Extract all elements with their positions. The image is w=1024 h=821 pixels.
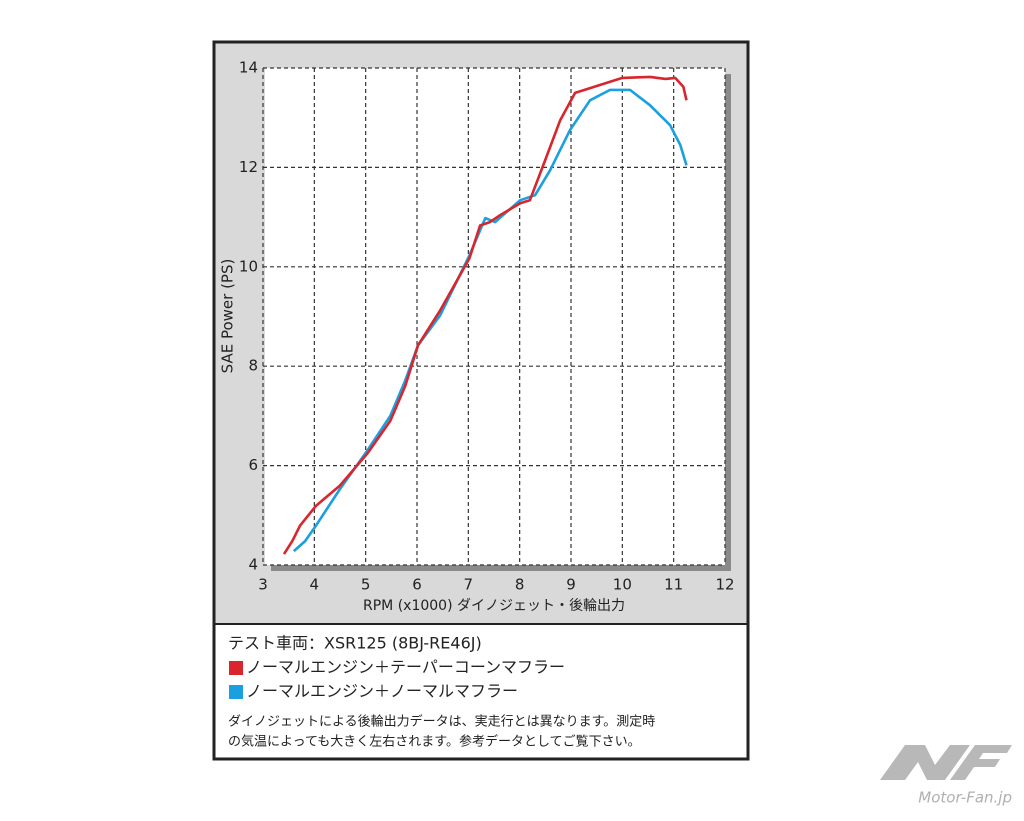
y-axis-label: SAE Power (PS) [219, 259, 237, 374]
x-tick-label: 10 [613, 576, 632, 594]
plot-shadow [271, 565, 731, 571]
note: の気温によっても大きく左右されます。参考データとしてご覧下さい。 [228, 734, 641, 750]
x-tick-label: 8 [515, 576, 525, 594]
y-tick-label: 12 [239, 158, 258, 176]
y-tick-label: 6 [248, 456, 258, 474]
x-axis-label: RPM (x1000) ダイノジェット・後輪出力 [363, 597, 625, 614]
x-tick-label: 11 [664, 576, 683, 594]
y-tick-label: 10 [239, 257, 258, 275]
x-tick-label: 6 [412, 576, 422, 594]
note: ダイノジェットによる後輪出力データは、実走行とは異なります。測定時 [228, 714, 655, 730]
legend-label: ノーマルエンジン＋テーパーコーンマフラー [246, 658, 565, 677]
series-line [282, 75, 688, 555]
legend-title: テスト車両：XSR125 (8BJ-RE46J) [228, 634, 482, 653]
x-tick-label: 3 [258, 576, 268, 594]
y-tick-label: 4 [248, 556, 258, 574]
legend-swatch [229, 685, 243, 699]
x-tick-label: 4 [310, 576, 320, 594]
x-tick-label: 5 [361, 576, 371, 594]
watermark-logo [880, 745, 1012, 780]
x-tick-label: 9 [566, 576, 576, 594]
watermark: Motor-Fan.jp [918, 789, 1012, 807]
y-tick-label: 8 [248, 357, 258, 375]
legend-label: ノーマルエンジン＋ノーマルマフラー [246, 682, 518, 701]
y-tick-label: 14 [239, 59, 258, 77]
legend-swatch [229, 661, 243, 675]
x-tick-label: 12 [715, 576, 734, 594]
plot-shadow [725, 74, 731, 571]
x-tick-label: 7 [464, 576, 474, 594]
